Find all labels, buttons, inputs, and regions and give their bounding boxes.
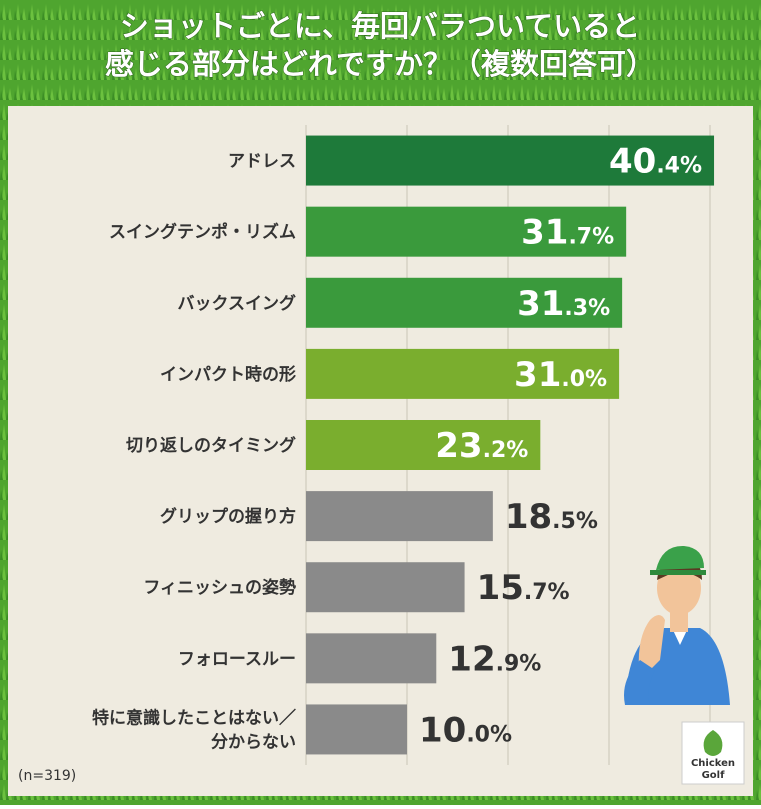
logo: Chicken Golf — [681, 721, 745, 785]
value-label: 15.7% — [477, 568, 570, 608]
value-label: 31.0% — [514, 355, 607, 395]
bar — [306, 420, 541, 470]
illustration — [624, 545, 730, 705]
category-label: フィニッシュの姿勢 — [143, 577, 296, 598]
bar — [306, 135, 715, 186]
bar — [306, 206, 627, 257]
category-label: アドレス — [228, 152, 296, 172]
category-label: インパクト時の形 — [160, 364, 296, 385]
bar — [306, 633, 437, 684]
chart-title: ショットごとに、毎回バラついていると感じる部分はどれですか？（複数回答可） — [105, 9, 655, 81]
bar — [306, 704, 407, 755]
category-label: スイングテンポ・リズム — [109, 222, 296, 243]
category-label: グリップの握り方 — [160, 506, 296, 527]
bar — [306, 562, 465, 613]
category-label: 切り返しのタイミング — [126, 435, 296, 456]
value-label: 12.9% — [448, 639, 541, 679]
value-label: 31.3% — [517, 284, 610, 324]
category-label: 特に意識したことはない／分からない — [92, 707, 296, 752]
logo-text: Chicken — [691, 758, 735, 769]
logo-text: Golf — [702, 770, 726, 781]
bar — [306, 277, 623, 328]
bar — [306, 491, 493, 542]
value-label: 23.2% — [435, 426, 528, 466]
value-label: 40.4% — [609, 142, 702, 182]
category-label: フォロースルー — [178, 649, 296, 669]
value-label: 31.7% — [521, 213, 614, 253]
bar — [306, 348, 620, 399]
value-label: 18.5% — [505, 497, 598, 537]
value-label: 10.0% — [419, 710, 512, 750]
note: (n=319) — [18, 768, 76, 784]
category-label: バックスイング — [178, 293, 297, 314]
